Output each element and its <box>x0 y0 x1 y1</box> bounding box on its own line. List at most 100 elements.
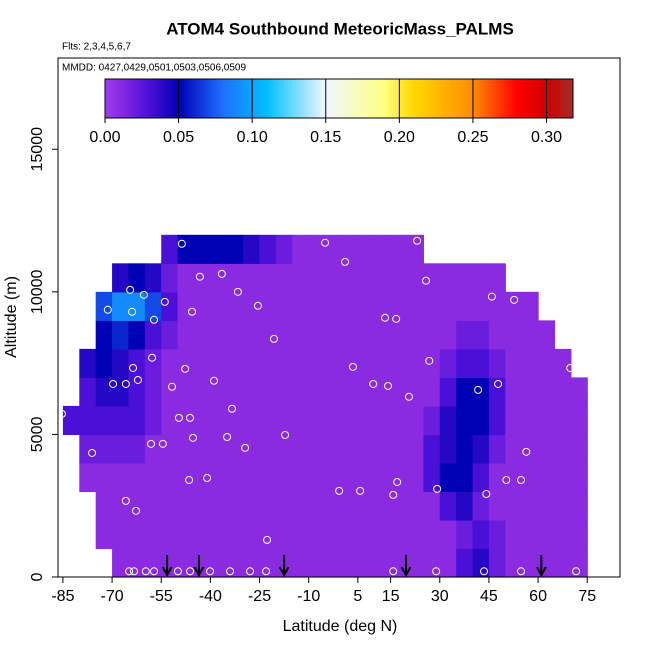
heatmap-cell <box>193 434 211 464</box>
heatmap-cell <box>275 491 293 521</box>
heatmap-cell <box>570 462 588 493</box>
heatmap-cell <box>193 234 211 264</box>
heatmap-cell <box>357 348 375 378</box>
heatmap-cell <box>210 291 228 321</box>
heatmap-cell <box>439 491 457 521</box>
heatmap-cell <box>292 519 310 550</box>
heatmap-cell <box>95 434 113 464</box>
heatmap-cell <box>275 462 293 493</box>
heatmap-cell <box>456 348 474 378</box>
flight-arrow <box>278 555 290 578</box>
heatmap-cell <box>472 291 490 321</box>
heatmap-cell <box>538 377 556 407</box>
sample-point <box>348 362 357 371</box>
heatmap-cell <box>472 348 490 378</box>
colorbar-tick-label: 0.00 <box>89 129 120 146</box>
heatmap-cell <box>161 519 179 550</box>
heatmap-cell <box>374 434 392 464</box>
heatmap-cell <box>243 519 261 550</box>
heatmap-cell <box>243 377 261 407</box>
heatmap-cell <box>521 348 539 378</box>
heatmap-cell <box>193 348 211 378</box>
heatmap-cell <box>521 291 539 321</box>
heatmap-cell <box>292 491 310 521</box>
heatmap-cell <box>341 263 359 293</box>
heatmap-cell <box>308 491 326 521</box>
heatmap-cell <box>554 462 572 493</box>
heatmap-cell <box>406 519 424 550</box>
heatmap-cell <box>259 377 277 407</box>
colorbar-tick-label: 0.25 <box>457 129 488 146</box>
heatmap-cell <box>259 263 277 293</box>
sample-point <box>137 248 146 257</box>
heatmap-cell <box>325 377 343 407</box>
heatmap-cell <box>423 519 441 550</box>
sample-point <box>217 269 226 278</box>
heatmap-cell <box>275 405 293 436</box>
sample-point <box>474 385 483 394</box>
x-tick-label: 75 <box>578 588 596 605</box>
heatmap-cell <box>554 434 572 464</box>
heatmap-cell <box>308 348 326 378</box>
heatmap-cell <box>259 462 277 493</box>
heatmap-cell <box>161 320 179 350</box>
sample-point <box>381 313 390 322</box>
heatmap-cell <box>325 348 343 378</box>
heatmap-cell <box>308 320 326 350</box>
heatmap-cell <box>390 377 408 407</box>
heatmap-cell <box>488 519 506 550</box>
heatmap-cell <box>406 548 424 578</box>
sample-point <box>126 285 135 294</box>
sample-point <box>517 567 526 576</box>
heatmap-cell <box>275 434 293 464</box>
heatmap-cell <box>243 462 261 493</box>
heatmap-cell <box>505 548 523 578</box>
heatmap-cell <box>112 405 130 436</box>
heatmap-cell <box>423 434 441 464</box>
heatmap-cell <box>325 263 343 293</box>
heatmap-cell <box>95 405 113 436</box>
heatmap-cell <box>144 519 162 550</box>
heatmap-cell <box>505 405 523 436</box>
heatmap-cell <box>423 548 441 578</box>
x-tick-label: -40 <box>199 588 222 605</box>
heatmap-cell <box>210 263 228 293</box>
heatmap-cell <box>521 405 539 436</box>
heatmap-cell <box>112 348 130 378</box>
heatmap-cell <box>488 405 506 436</box>
heatmap-cell <box>472 491 490 521</box>
heatmap-cell <box>456 405 474 436</box>
heatmap-cell <box>161 434 179 464</box>
sample-point <box>186 413 195 422</box>
heatmap-cell <box>325 291 343 321</box>
sample-point <box>392 314 401 323</box>
heatmap-cell <box>439 462 457 493</box>
y-tick-label: 0 <box>29 572 46 581</box>
heatmap-cell <box>193 263 211 293</box>
heatmap-cell <box>505 377 523 407</box>
heatmap-cell <box>243 234 261 264</box>
heatmap-cell <box>210 348 228 378</box>
sample-point <box>494 379 503 388</box>
heatmap-cell <box>292 377 310 407</box>
heatmap-cell <box>161 405 179 436</box>
heatmap-cell <box>95 491 113 521</box>
heatmap-cell <box>439 434 457 464</box>
heatmap-cell <box>259 434 277 464</box>
heatmap-cell <box>554 491 572 521</box>
heatmap-cell <box>325 491 343 521</box>
heatmap-cell <box>357 491 375 521</box>
heatmap-cell <box>374 234 392 264</box>
heatmap-cell <box>325 234 343 264</box>
heatmap-cell <box>95 291 113 321</box>
heatmap-cell <box>472 405 490 436</box>
heatmap-cell <box>259 519 277 550</box>
x-tick-label: -10 <box>297 588 320 605</box>
heatmap-cell <box>325 320 343 350</box>
heatmap-cell <box>112 548 130 578</box>
heatmap-cell <box>554 348 572 378</box>
sample-point <box>228 404 237 413</box>
sample-point <box>433 484 442 493</box>
heatmap-cell <box>308 291 326 321</box>
heatmap-cell <box>472 263 490 293</box>
